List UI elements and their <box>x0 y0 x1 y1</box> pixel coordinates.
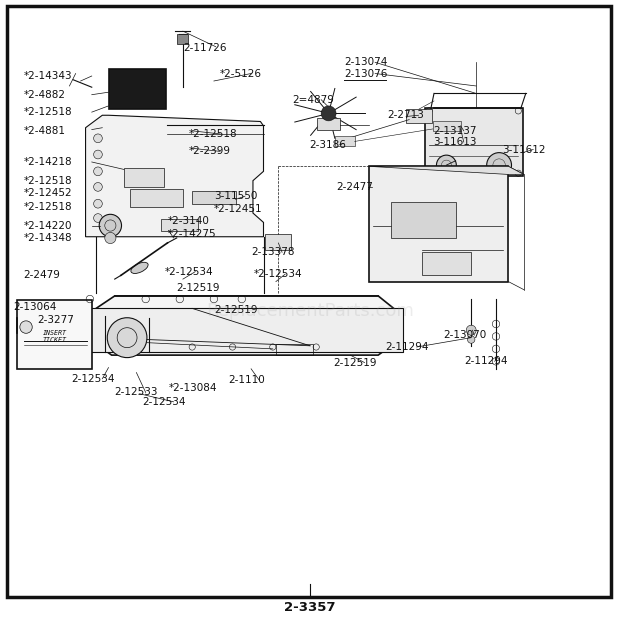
Circle shape <box>94 150 102 159</box>
Text: 2-13378: 2-13378 <box>251 247 294 257</box>
Bar <box>108 69 166 109</box>
Text: *2-12518: *2-12518 <box>24 107 72 117</box>
Bar <box>335 136 355 146</box>
Text: 2-12533: 2-12533 <box>115 388 158 397</box>
Text: *2-12534: *2-12534 <box>254 269 303 279</box>
Bar <box>425 108 523 176</box>
Text: *2-5126: *2-5126 <box>220 69 262 78</box>
Circle shape <box>467 336 475 343</box>
Text: *2-12451: *2-12451 <box>214 204 262 214</box>
Text: 2-13074: 2-13074 <box>344 57 388 67</box>
Circle shape <box>107 318 147 358</box>
Bar <box>177 34 188 44</box>
Circle shape <box>99 214 122 237</box>
Text: 2-3186: 2-3186 <box>309 140 345 150</box>
Text: 2-2713: 2-2713 <box>388 110 424 120</box>
Circle shape <box>466 325 476 335</box>
Text: *2-12452: *2-12452 <box>24 188 72 198</box>
Text: *2-13084: *2-13084 <box>169 383 217 392</box>
Text: 2-11294: 2-11294 <box>386 342 429 352</box>
Text: *2-12518: *2-12518 <box>189 129 237 139</box>
Bar <box>422 252 471 275</box>
Circle shape <box>436 155 456 175</box>
Text: 2-13070: 2-13070 <box>443 330 487 340</box>
Polygon shape <box>96 296 394 355</box>
Text: 2-13137: 2-13137 <box>433 126 476 136</box>
Circle shape <box>20 321 32 333</box>
Text: *2-14275: *2-14275 <box>167 229 216 239</box>
Bar <box>87 308 403 352</box>
Bar <box>406 109 432 123</box>
Text: 2-3357: 2-3357 <box>284 601 336 614</box>
Bar <box>369 166 508 282</box>
Text: *2-12518: *2-12518 <box>24 176 72 186</box>
Circle shape <box>94 167 102 176</box>
Text: 2-11726: 2-11726 <box>183 43 226 53</box>
Text: *2-12518: *2-12518 <box>24 202 72 212</box>
Text: 2-1110: 2-1110 <box>228 375 265 385</box>
Text: *2-14218: *2-14218 <box>24 157 72 167</box>
Ellipse shape <box>131 262 148 273</box>
Text: *2-2399: *2-2399 <box>189 146 231 156</box>
Bar <box>433 121 461 131</box>
Bar <box>17 300 92 369</box>
Text: 2-13064: 2-13064 <box>14 302 57 312</box>
Text: 2-12519: 2-12519 <box>334 358 377 368</box>
Circle shape <box>94 134 102 143</box>
Text: *2-14348: *2-14348 <box>24 233 72 243</box>
Polygon shape <box>86 115 264 237</box>
Bar <box>317 118 340 130</box>
Bar <box>124 168 164 187</box>
Text: 3-11613: 3-11613 <box>433 137 476 147</box>
Bar <box>192 191 236 204</box>
Polygon shape <box>369 166 524 174</box>
Circle shape <box>94 199 102 208</box>
Circle shape <box>94 183 102 191</box>
Text: *2-4881: *2-4881 <box>24 126 66 136</box>
Text: *2-14343: *2-14343 <box>24 71 72 81</box>
Bar <box>130 189 183 207</box>
Bar <box>391 202 456 238</box>
Text: *2-12534: *2-12534 <box>164 267 213 277</box>
Bar <box>161 219 198 231</box>
Text: 2-12534: 2-12534 <box>71 374 115 384</box>
Text: 2-3277: 2-3277 <box>37 315 74 325</box>
Text: 2-13076: 2-13076 <box>344 69 388 78</box>
Text: 3-11550: 3-11550 <box>214 191 257 201</box>
Text: *2-14220: *2-14220 <box>24 221 72 231</box>
Text: 3-11612: 3-11612 <box>502 145 546 155</box>
Text: *2-4882: *2-4882 <box>24 90 66 100</box>
Circle shape <box>487 153 512 178</box>
Text: ReplacementParts.com: ReplacementParts.com <box>206 303 414 320</box>
Text: *2-3140: *2-3140 <box>167 216 210 226</box>
Text: 2-12519: 2-12519 <box>177 283 220 293</box>
Text: 2-12534: 2-12534 <box>143 397 186 407</box>
Circle shape <box>321 106 336 121</box>
Circle shape <box>94 214 102 222</box>
Text: 2-2477: 2-2477 <box>337 182 373 192</box>
Bar <box>265 234 291 250</box>
Bar <box>276 344 313 355</box>
Circle shape <box>105 232 116 244</box>
Text: 2-2479: 2-2479 <box>24 270 60 280</box>
Text: 2-11294: 2-11294 <box>464 356 507 366</box>
Text: INSERT
TICKET: INSERT TICKET <box>43 330 66 343</box>
Text: 2=4879: 2=4879 <box>293 95 335 105</box>
Text: 2-12519: 2-12519 <box>214 305 257 315</box>
